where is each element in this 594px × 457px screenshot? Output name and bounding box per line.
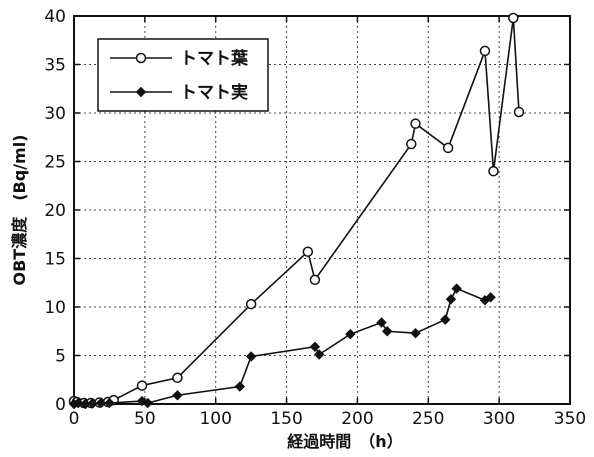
- fruit-data-point: [104, 397, 115, 409]
- fruit-data-point: [381, 326, 393, 337]
- x-tick-label: 100: [199, 409, 231, 429]
- leaf-data-point: [135, 52, 147, 64]
- fruit-data-point: [73, 397, 84, 409]
- fruit-data-point: [313, 349, 325, 360]
- x-tick-label: 0: [69, 409, 80, 429]
- leaf-data-point: [479, 45, 491, 57]
- y-tick-label: 35: [44, 56, 66, 76]
- fruit-data-point: [451, 283, 462, 294]
- data-series: [68, 12, 525, 410]
- x-tick-label: 200: [341, 409, 373, 429]
- leaf-data-point: [508, 12, 519, 24]
- fruit-data-point: [345, 328, 356, 340]
- fruit-data-point: [445, 294, 457, 305]
- y-tick-label: 10: [44, 298, 66, 318]
- y-tick-label: 25: [44, 153, 66, 173]
- leaf-data-point: [406, 138, 417, 150]
- y-tick-label: 15: [44, 250, 66, 270]
- fruit-data-point: [410, 327, 421, 339]
- y-tick-label: 40: [44, 7, 66, 27]
- leaf-data-point: [172, 372, 183, 384]
- fruit-data-point: [87, 398, 98, 409]
- fruit-data-point: [440, 314, 451, 325]
- axis-ticks: 0 5 10 15 20 25 30 35 40 0 50 100 150 200 250 300 350: [44, 7, 586, 429]
- y-tick-label: 30: [44, 104, 66, 124]
- x-tick-label: 250: [412, 409, 444, 429]
- leaf-data-point: [442, 142, 454, 154]
- leaf-data-point: [302, 246, 314, 257]
- series-tomato-fruit: [68, 283, 496, 410]
- leaf-data-point: [136, 380, 148, 391]
- legend-box: [97, 38, 269, 112]
- legend-label: トマト実: [180, 82, 248, 103]
- x-axis-title: 経過時間 （h）: [287, 432, 402, 451]
- fruit-data-point: [376, 317, 387, 328]
- leaf-data-point: [309, 274, 321, 286]
- fruit-data-point: [485, 292, 496, 303]
- legend-label: トマト葉: [180, 48, 249, 69]
- leaf-data-point: [513, 106, 525, 118]
- y-tick-label: 0: [55, 395, 66, 415]
- leaf-data-point: [410, 118, 421, 129]
- fruit-data-point: [245, 351, 257, 362]
- x-tick-label: 300: [483, 409, 515, 429]
- fruit-data-point: [135, 86, 147, 98]
- x-tick-label: 50: [134, 409, 156, 429]
- y-tick-label: 20: [44, 201, 66, 221]
- fruit-data-point: [172, 390, 183, 401]
- fruit-data-point: [309, 341, 321, 352]
- fruit-data-point: [95, 397, 107, 409]
- leaf-data-point: [488, 165, 499, 177]
- fruit-data-point: [142, 397, 153, 409]
- leaf-data-point: [245, 298, 257, 310]
- fruit-data-point: [234, 381, 246, 392]
- x-tick-label: 150: [270, 409, 302, 429]
- y-tick-label: 5: [55, 347, 66, 367]
- y-axis-title: OBT濃度 (Bq/ml): [10, 135, 29, 286]
- x-tick-label: 350: [554, 409, 586, 429]
